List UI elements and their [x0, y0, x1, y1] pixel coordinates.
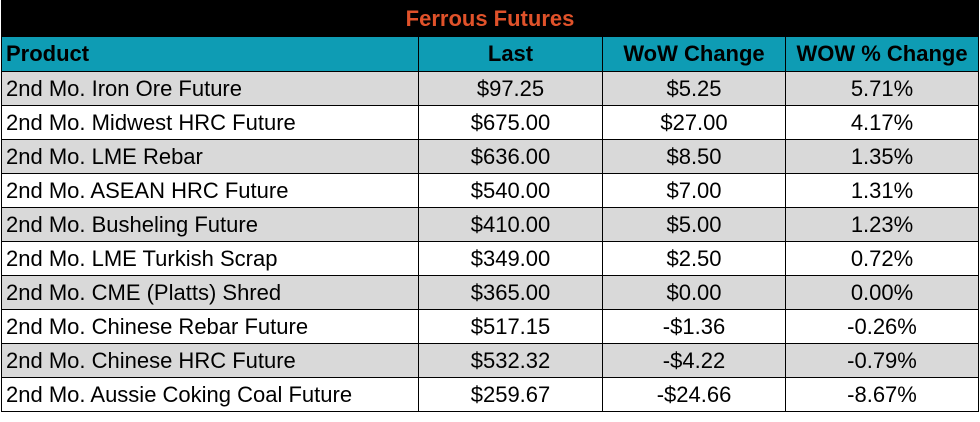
table-row: 2nd Mo. Aussie Coking Coal Future $259.67…: [1, 377, 980, 412]
product-cell: 2nd Mo. LME Rebar: [1, 139, 419, 174]
title-row: Ferrous Futures: [0, 0, 980, 37]
wow-pct-change-cell: 1.23%: [784, 207, 980, 242]
table-row: 2nd Mo. Chinese HRC Future $532.32 -$4.22-…: [1, 343, 980, 378]
wow-change-cell: $0.00: [602, 275, 786, 310]
column-header-wow-change: WoW Change: [602, 36, 786, 72]
product-cell: 2nd Mo. CME (Platts) Shred: [1, 275, 419, 310]
wow-change-cell: $27.00: [602, 105, 786, 140]
product-cell: 2nd Mo. Aussie Coking Coal Future: [1, 377, 419, 412]
last-cell: $365.00: [418, 275, 603, 310]
product-cell: 2nd Mo. Chinese Rebar Future: [1, 309, 419, 344]
wow-pct-change-cell: -0.79%: [784, 343, 980, 378]
wow-change-cell: -$4.22: [602, 343, 786, 378]
wow-pct-change-cell: 5.71%: [784, 71, 980, 106]
header-row: Product Last WoW Change WOW % Change: [1, 36, 980, 72]
table-row: 2nd Mo. Chinese Rebar Future $517.15 -$1.3…: [1, 309, 980, 344]
wow-pct-change-cell: 0.00%: [784, 275, 980, 310]
wow-pct-change-cell: 4.17%: [784, 105, 980, 140]
ferrous-futures-table: Ferrous Futures Product Last WoW Change …: [0, 0, 980, 412]
table-row: 2nd Mo. LME Turkish Scrap $349.00 $2.50 0.7…: [1, 241, 980, 276]
last-cell: $517.15: [418, 309, 603, 344]
product-cell: 2nd Mo. Midwest HRC Future: [1, 105, 419, 140]
product-cell: 2nd Mo. Iron Ore Future: [1, 71, 419, 106]
column-header-wow-pct-change: WOW % Change: [784, 36, 980, 72]
wow-change-cell: $8.50: [602, 139, 786, 174]
column-header-product: Product: [1, 36, 419, 72]
table-row: 2nd Mo. ASEAN HRC Future $540.00 $7.00 1.31…: [1, 173, 980, 208]
last-cell: $97.25: [418, 71, 603, 106]
wow-change-cell: $5.25: [602, 71, 786, 106]
wow-change-cell: $5.00: [602, 207, 786, 242]
table-row: 2nd Mo. Busheling Future $410.00 $5.00 1.23…: [1, 207, 980, 242]
wow-pct-change-cell: 0.72%: [784, 241, 980, 276]
product-cell: 2nd Mo. ASEAN HRC Future: [1, 173, 419, 208]
last-cell: $636.00: [418, 139, 603, 174]
wow-pct-change-cell: -0.26%: [784, 309, 980, 344]
table-row: 2nd Mo. LME Rebar $636.00 $8.50 1.35%: [1, 139, 980, 174]
wow-pct-change-cell: 1.31%: [784, 173, 980, 208]
table-body: 2nd Mo. Iron Ore Future $97.25 $5.25 5.71% 2…: [1, 71, 980, 412]
wow-change-cell: -$1.36: [602, 309, 786, 344]
product-cell: 2nd Mo. Busheling Future: [1, 207, 419, 242]
table-title: Ferrous Futures: [0, 0, 980, 37]
wow-change-cell: $7.00: [602, 173, 786, 208]
wow-change-cell: -$24.66: [602, 377, 786, 412]
table-row: 2nd Mo. Midwest HRC Future $675.00 $27.00 4…: [1, 105, 980, 140]
wow-pct-change-cell: -8.67%: [784, 377, 980, 412]
wow-change-cell: $2.50: [602, 241, 786, 276]
last-cell: $532.32: [418, 343, 603, 378]
wow-pct-change-cell: 1.35%: [784, 139, 980, 174]
table-row: 2nd Mo. CME (Platts) Shred $365.00 $0.00 0.…: [1, 275, 980, 310]
table-row: 2nd Mo. Iron Ore Future $97.25 $5.25 5.71%: [1, 71, 980, 106]
product-cell: 2nd Mo. Chinese HRC Future: [1, 343, 419, 378]
last-cell: $259.67: [418, 377, 603, 412]
last-cell: $540.00: [418, 173, 603, 208]
product-cell: 2nd Mo. LME Turkish Scrap: [1, 241, 419, 276]
last-cell: $675.00: [418, 105, 603, 140]
last-cell: $410.00: [418, 207, 603, 242]
column-header-last: Last: [418, 36, 603, 72]
last-cell: $349.00: [418, 241, 603, 276]
